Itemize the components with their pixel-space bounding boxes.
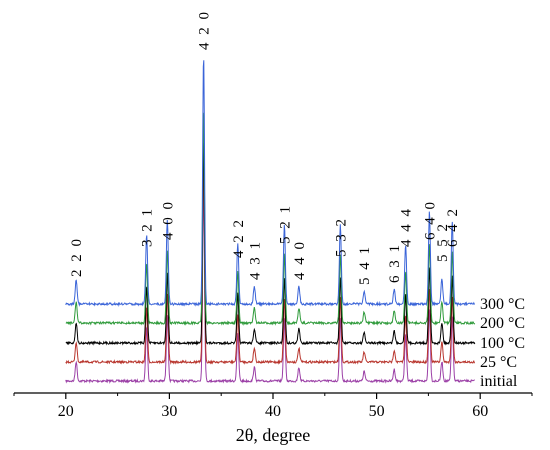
x-ticks-group: 20 30 40 50 60 — [13, 393, 533, 420]
series-label: 300 °C — [480, 296, 525, 313]
x-tick-label: 50 — [369, 403, 385, 420]
peak-label: 5 3 2 — [333, 217, 349, 257]
peak-label: 4 4 0 — [292, 240, 308, 280]
trace-300-c — [65, 60, 475, 308]
peak-label: 4 2 0 — [197, 10, 213, 50]
x-tick-label: 20 — [58, 403, 74, 420]
peak-label: 3 2 1 — [140, 207, 156, 247]
trace-25-c — [65, 166, 476, 365]
series-label: 100 °C — [480, 335, 525, 352]
x-tick-label: 30 — [161, 403, 177, 420]
traces-group — [65, 60, 476, 385]
series-labels-group: initial 25 °C 100 °C 200 °C 300 °C — [480, 296, 525, 390]
x-tick-label: 40 — [265, 403, 281, 420]
peak-label: 4 3 1 — [247, 240, 263, 280]
peak-label: 5 4 1 — [357, 245, 373, 285]
peak-label: 6 4 0 — [422, 200, 438, 240]
peak-label: 4 0 0 — [160, 200, 176, 240]
series-label: initial — [480, 373, 518, 390]
peak-label: 2 2 0 — [69, 237, 85, 277]
peak-label: 6 4 2 — [445, 207, 461, 247]
x-tick-label: 60 — [472, 403, 488, 420]
trace-initial — [65, 190, 475, 385]
peak-label: 4 4 4 — [399, 207, 415, 247]
trace-200-c — [65, 112, 476, 326]
peak-label: 5 5 2 — [435, 222, 451, 262]
series-label: 200 °C — [480, 315, 525, 332]
series-label: 25 °C — [480, 354, 517, 371]
peak-label: 4 2 2 — [231, 218, 247, 258]
peak-label: 5 2 1 — [277, 204, 293, 244]
peak-label: 6 3 1 — [387, 243, 403, 283]
trace-100-c — [65, 142, 476, 346]
x-axis-title: 2θ, degree — [236, 425, 311, 445]
